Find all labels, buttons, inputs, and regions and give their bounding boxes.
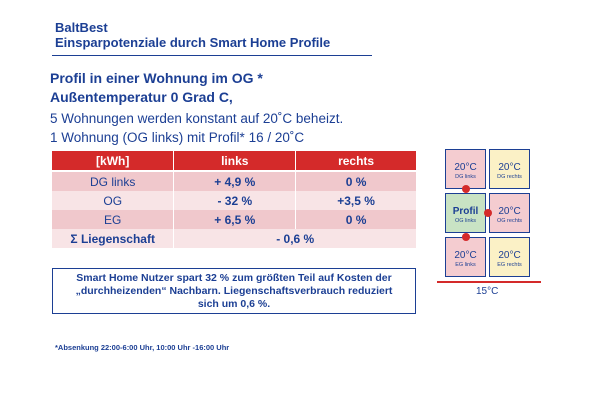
- table-row: DG links + 4,9 % 0 %: [52, 171, 417, 191]
- column-header-left: links: [173, 151, 297, 172]
- apartment-dg-left: 20°C DG links: [445, 149, 486, 189]
- page-subtitle: Einsparpotenziale durch Smart Home Profi…: [55, 35, 331, 50]
- cell-right: 0 %: [295, 210, 417, 229]
- body-line-profile-flat: 1 Wohnung (OG links) mit Profil* 16 / 20…: [50, 130, 305, 145]
- building-diagram: 20°C DG links 20°C DG rechts Profil OG l…: [445, 149, 533, 281]
- column-header-unit: [kWh]: [52, 151, 175, 172]
- title-underline: [52, 55, 372, 56]
- summary-line: „durchheizenden“ Nachbarn. Liegenschafts…: [75, 285, 393, 297]
- apartment-temp: 20°C: [454, 162, 477, 173]
- summary-line: sich um 0,6 %.: [197, 298, 271, 310]
- apartment-eg-left: 20°C EG links: [445, 237, 486, 277]
- apartment-caption: OG links: [454, 218, 477, 224]
- apartment-eg-right: 20°C EG rechts: [489, 237, 530, 277]
- heat-flow-dot-top: [462, 185, 470, 193]
- apartment-og-right: 20°C OG rechts: [489, 193, 530, 233]
- cell-right: +3,5 %: [295, 191, 417, 210]
- apartment-caption: OG rechts: [496, 218, 523, 224]
- table-header-row: [kWh] links rechts: [52, 151, 417, 172]
- table-row: OG - 32 % +3,5 %: [52, 191, 417, 210]
- apartment-caption: DG rechts: [497, 174, 522, 180]
- heading-profile: Profil in einer Wohnung im OG *: [50, 70, 263, 86]
- body-line-constant-heating: 5 Wohnungen werden konstant auf 20˚C beh…: [50, 111, 344, 126]
- brand-name: BaltBest: [55, 20, 108, 35]
- summary-line: Smart Home Nutzer spart 32 % zum größten…: [76, 272, 392, 284]
- outside-temperature: 15°C: [476, 286, 499, 297]
- column-header-right: rechts: [295, 151, 417, 172]
- apartment-caption: EG links: [455, 262, 476, 268]
- savings-table: [kWh] links rechts DG links + 4,9 % 0 % …: [52, 151, 417, 248]
- row-label: EG: [52, 210, 175, 229]
- footnote: *Absenkung 22:00-6:00 Uhr, 10:00 Uhr -16…: [55, 343, 230, 352]
- apartment-caption: EG rechts: [497, 262, 522, 268]
- total-value: - 0,6 %: [173, 229, 417, 248]
- apartment-caption: DG links: [455, 174, 476, 180]
- apartment-profile-label: Profil: [452, 206, 479, 217]
- apartment-temp: 20°C: [498, 162, 521, 173]
- cell-left: + 4,9 %: [173, 171, 297, 191]
- apartment-og-left: Profil OG links: [445, 193, 486, 233]
- summary-box: Smart Home Nutzer spart 32 % zum größten…: [52, 268, 416, 314]
- row-label: OG: [52, 191, 175, 210]
- table-total-row: Σ Liegenschaft - 0,6 %: [52, 229, 417, 248]
- row-label: DG links: [52, 171, 175, 191]
- apartment-temp: 20°C: [498, 206, 521, 217]
- cell-left: - 32 %: [173, 191, 297, 210]
- cell-left: + 6,5 %: [173, 210, 297, 229]
- total-label: Σ Liegenschaft: [52, 229, 175, 248]
- apartment-temp: 20°C: [498, 250, 521, 261]
- heat-flow-dot-right: [484, 209, 492, 217]
- heat-flow-dot-bottom: [462, 233, 470, 241]
- apartment-temp: 20°C: [454, 250, 477, 261]
- cell-right: 0 %: [295, 171, 417, 191]
- apartment-dg-right: 20°C DG rechts: [489, 149, 530, 189]
- heading-outside-temp: Außentemperatur 0 Grad C,: [50, 89, 233, 105]
- ground-line: [437, 281, 541, 283]
- table-row: EG + 6,5 % 0 %: [52, 210, 417, 229]
